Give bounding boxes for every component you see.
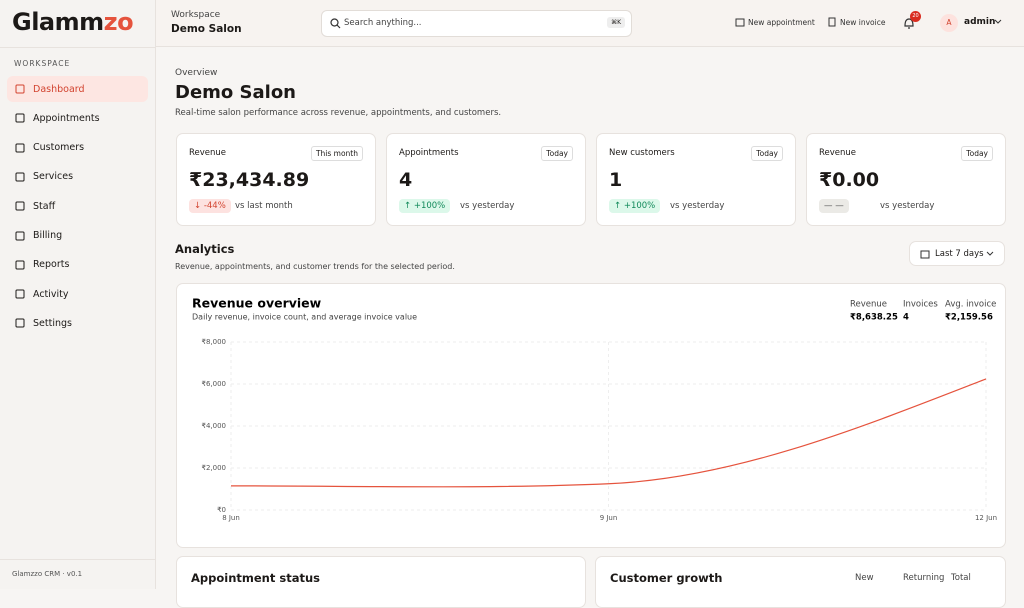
summary-label: Invoices: [903, 300, 938, 310]
kpi-value: ₹23,434.89: [189, 169, 310, 191]
kpi-delta: ↓ -44%: [189, 199, 231, 213]
kpi-period: Today: [751, 146, 783, 161]
nav-label: Dashboard: [33, 83, 85, 95]
x-tick-label: 12 Jun: [975, 514, 997, 522]
user-name[interactable]: admin: [964, 17, 996, 27]
summary-label: Revenue: [850, 300, 887, 310]
growth-title: Customer growth: [610, 571, 723, 585]
kpi-delta: ↑ +100%: [399, 199, 451, 213]
chart-card: Revenue overview Daily revenue, invoice …: [176, 283, 1006, 548]
nav-item[interactable]: Appointments: [7, 105, 148, 131]
search-box[interactable]: Search anything... ⌘K: [321, 10, 632, 37]
notification-badge: 20: [910, 11, 921, 22]
kpi-compare: vs yesterday: [880, 201, 935, 211]
nav-item[interactable]: Settings: [7, 310, 148, 336]
nav-label: Billing: [33, 230, 63, 241]
status-title: Appointment status: [191, 571, 320, 585]
brand-text: Glamm: [12, 8, 104, 36]
kpi-period: This month: [310, 146, 363, 161]
status-card: Appointment status: [176, 556, 586, 608]
nav-item[interactable]: Services: [7, 164, 148, 190]
avatar[interactable]: A: [940, 14, 958, 32]
y-tick-label: ₹6,000: [202, 380, 227, 388]
kpi-delta: — —: [819, 199, 849, 213]
kpi-delta: ↑ +100%: [609, 199, 661, 213]
bell[interactable]: [902, 16, 916, 30]
nav-item[interactable]: Activity: [7, 281, 148, 307]
version: Glamzzo CRM · v0.1: [12, 570, 83, 578]
kpi-label: Appointments: [399, 148, 459, 158]
search-placeholder: Search anything...: [344, 18, 422, 28]
kpi-compare: vs last month: [235, 201, 293, 211]
nav-label: Customers: [33, 142, 85, 154]
line: [230, 378, 987, 488]
kpi-label: Revenue: [189, 148, 227, 158]
kpi-period: Today: [541, 146, 573, 161]
kpi-compare: vs yesterday: [460, 201, 515, 211]
chart-title: Revenue overview: [192, 296, 322, 311]
nav-label: Appointments: [33, 112, 100, 124]
y-tick-label: ₹8,000: [202, 338, 227, 346]
nav-item[interactable]: Reports: [7, 252, 148, 278]
kpi-card: Revenue This month ₹23,434.89 ↓ -44% vs last…: [176, 133, 376, 226]
sidebar: Glammzo WORKSPACE Dashboard Appointments C…: [0, 0, 156, 589]
chart-subtitle: Daily revenue, invoice count, and averag…: [192, 313, 417, 322]
nav-label: Reports: [33, 259, 70, 271]
new-appointment[interactable]: New appointment: [748, 18, 815, 27]
chart: Revenue overview Daily revenue, invoice …: [192, 296, 997, 523]
analytics-subtitle: Revenue, appointments, and customer tren…: [175, 262, 455, 271]
kpi-label: Revenue: [819, 148, 857, 158]
growth-col: Total: [951, 573, 971, 583]
page-title: Demo Salon: [175, 82, 296, 103]
growth-col: New: [855, 573, 874, 583]
y-tick-label: ₹2,000: [202, 464, 227, 472]
nav-item[interactable]: Staff: [7, 193, 148, 219]
nav-label: Settings: [33, 317, 72, 329]
kpi-card: New customers Today 1 ↑ +100% vs yesterday: [596, 133, 796, 226]
nav-item[interactable]: Customers: [7, 135, 148, 161]
summary-value: 4: [903, 313, 909, 323]
nav-label: Staff: [33, 200, 56, 212]
range-label: Last 7 days: [935, 249, 984, 259]
page-subtitle: Real-time salon performance across reven…: [175, 108, 502, 118]
y-tick-label: ₹0: [217, 506, 226, 514]
summary-value: ₹8,638.25: [850, 313, 898, 323]
shortcut: ⌘K: [607, 17, 625, 28]
header: Workspace Demo Salon Search anything... …: [156, 0, 1024, 47]
kpi-value: 1: [609, 169, 623, 191]
workspace-label: Workspace: [171, 10, 221, 20]
kpi-value: ₹0.00: [819, 169, 880, 191]
section-label: WORKSPACE: [14, 59, 71, 68]
growth-col: Returning: [903, 573, 945, 583]
nav-label: Activity: [33, 288, 69, 300]
x-tick-label: 9 Jun: [600, 514, 618, 522]
kpi-card: Revenue Today ₹0.00 — — vs yesterday: [806, 133, 1006, 226]
analytics-title: Analytics: [175, 242, 235, 256]
growth-card: Customer growth New Returning Total: [595, 556, 1006, 608]
range-select[interactable]: Last 7 days: [909, 241, 1005, 266]
kpi-label: New customers: [609, 148, 675, 158]
eyebrow: Overview: [175, 68, 218, 78]
nav-item[interactable]: Dashboard: [7, 76, 148, 102]
new-invoice[interactable]: New invoice: [840, 18, 886, 27]
kpi-value: 4: [399, 169, 413, 191]
brand-accent: zo: [103, 8, 134, 36]
kpi-compare: vs yesterday: [670, 201, 725, 211]
x-tick-label: 8 Jun: [222, 514, 240, 522]
kpi-period: Today: [961, 146, 993, 161]
summary-label: Avg. invoice: [945, 300, 996, 310]
brand: Glammzo: [12, 8, 134, 36]
y-tick-label: ₹4,000: [202, 422, 227, 430]
kpi-card: Appointments Today 4 ↑ +100% vs yesterday: [386, 133, 586, 226]
nav-item[interactable]: Billing: [7, 223, 148, 249]
workspace-name[interactable]: Demo Salon: [171, 23, 242, 35]
summary-value: ₹2,159.56: [945, 313, 993, 323]
nav-label: Services: [33, 171, 74, 183]
